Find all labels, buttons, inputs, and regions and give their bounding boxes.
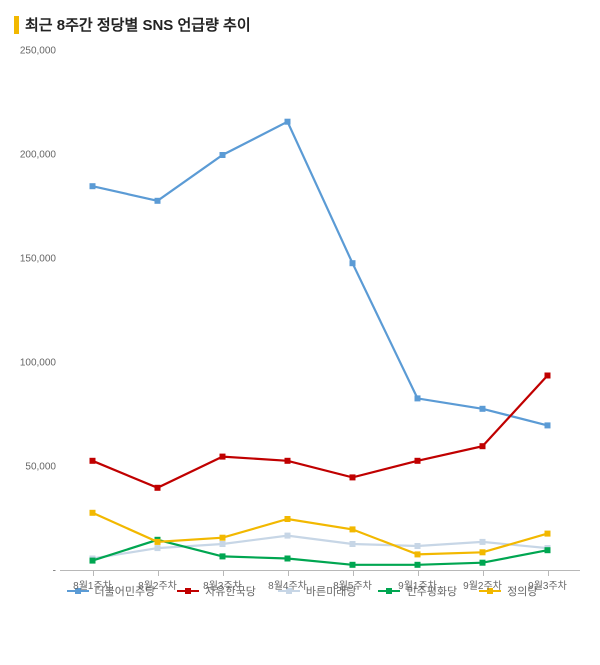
y-axis-label: 200,000 bbox=[20, 150, 56, 161]
y-axis-label: 50,000 bbox=[25, 462, 56, 473]
x-axis-label: 9월3주차 bbox=[528, 577, 567, 592]
line-series-svg bbox=[60, 51, 580, 571]
series-marker bbox=[415, 543, 421, 549]
series-marker bbox=[220, 535, 226, 541]
x-axis-label: 8월4주차 bbox=[268, 577, 307, 592]
chart-container: 최근 8주간 정당별 SNS 언급량 추이 더불어민주당자유한국당바른미래당민주… bbox=[0, 0, 600, 665]
legend-marker bbox=[185, 588, 191, 594]
series-marker bbox=[545, 547, 551, 553]
series-line bbox=[93, 536, 548, 559]
series-marker bbox=[350, 526, 356, 532]
series-marker bbox=[155, 198, 161, 204]
x-axis-label: 8월3주차 bbox=[203, 577, 242, 592]
x-axis-label: 9월2주차 bbox=[463, 577, 502, 592]
x-axis-label: 8월5주차 bbox=[333, 577, 372, 592]
series-marker bbox=[545, 373, 551, 379]
series-marker bbox=[220, 454, 226, 460]
series-marker bbox=[415, 458, 421, 464]
series-marker bbox=[415, 562, 421, 568]
x-axis-tick bbox=[288, 571, 289, 576]
title-accent-bar bbox=[14, 16, 19, 34]
series-marker bbox=[350, 474, 356, 480]
series-marker bbox=[545, 531, 551, 537]
series-marker bbox=[415, 395, 421, 401]
series-marker bbox=[90, 458, 96, 464]
series-marker bbox=[415, 551, 421, 557]
series-marker bbox=[545, 422, 551, 428]
series-marker bbox=[220, 541, 226, 547]
x-axis-tick bbox=[158, 571, 159, 576]
series-marker bbox=[155, 539, 161, 545]
series-marker bbox=[350, 562, 356, 568]
x-axis-label: 8월1주차 bbox=[73, 577, 112, 592]
series-marker bbox=[350, 260, 356, 266]
x-axis-tick bbox=[548, 571, 549, 576]
chart-area: 더불어민주당자유한국당바른미래당민주평화당정의당 -50,000100,0001… bbox=[14, 45, 590, 605]
x-axis-tick bbox=[418, 571, 419, 576]
x-axis-tick bbox=[93, 571, 94, 576]
plot-area bbox=[60, 51, 580, 571]
series-marker bbox=[480, 539, 486, 545]
series-marker bbox=[480, 443, 486, 449]
series-marker bbox=[480, 406, 486, 412]
x-axis-tick bbox=[223, 571, 224, 576]
x-axis-label: 9월1주차 bbox=[398, 577, 437, 592]
series-marker bbox=[285, 119, 291, 125]
x-axis-tick bbox=[483, 571, 484, 576]
series-line bbox=[93, 376, 548, 488]
series-marker bbox=[220, 553, 226, 559]
y-axis-label: - bbox=[53, 566, 56, 577]
chart-title-row: 최근 8주간 정당별 SNS 언급량 추이 bbox=[14, 14, 590, 35]
series-marker bbox=[220, 152, 226, 158]
y-axis-label: 100,000 bbox=[20, 358, 56, 369]
series-marker bbox=[90, 510, 96, 516]
x-axis-tick bbox=[353, 571, 354, 576]
series-marker bbox=[285, 458, 291, 464]
chart-title: 최근 8주간 정당별 SNS 언급량 추이 bbox=[25, 14, 251, 35]
series-line bbox=[93, 122, 548, 426]
series-marker bbox=[285, 556, 291, 562]
series-marker bbox=[155, 545, 161, 551]
series-marker bbox=[480, 549, 486, 555]
y-axis-label: 250,000 bbox=[20, 46, 56, 57]
series-marker bbox=[90, 183, 96, 189]
series-marker bbox=[155, 485, 161, 491]
series-marker bbox=[90, 558, 96, 564]
legend-marker bbox=[386, 588, 392, 594]
y-axis-label: 150,000 bbox=[20, 254, 56, 265]
series-marker bbox=[285, 533, 291, 539]
series-marker bbox=[285, 516, 291, 522]
series-marker bbox=[480, 560, 486, 566]
series-marker bbox=[350, 541, 356, 547]
legend-swatch bbox=[177, 590, 199, 593]
x-axis-label: 8월2주차 bbox=[138, 577, 177, 592]
